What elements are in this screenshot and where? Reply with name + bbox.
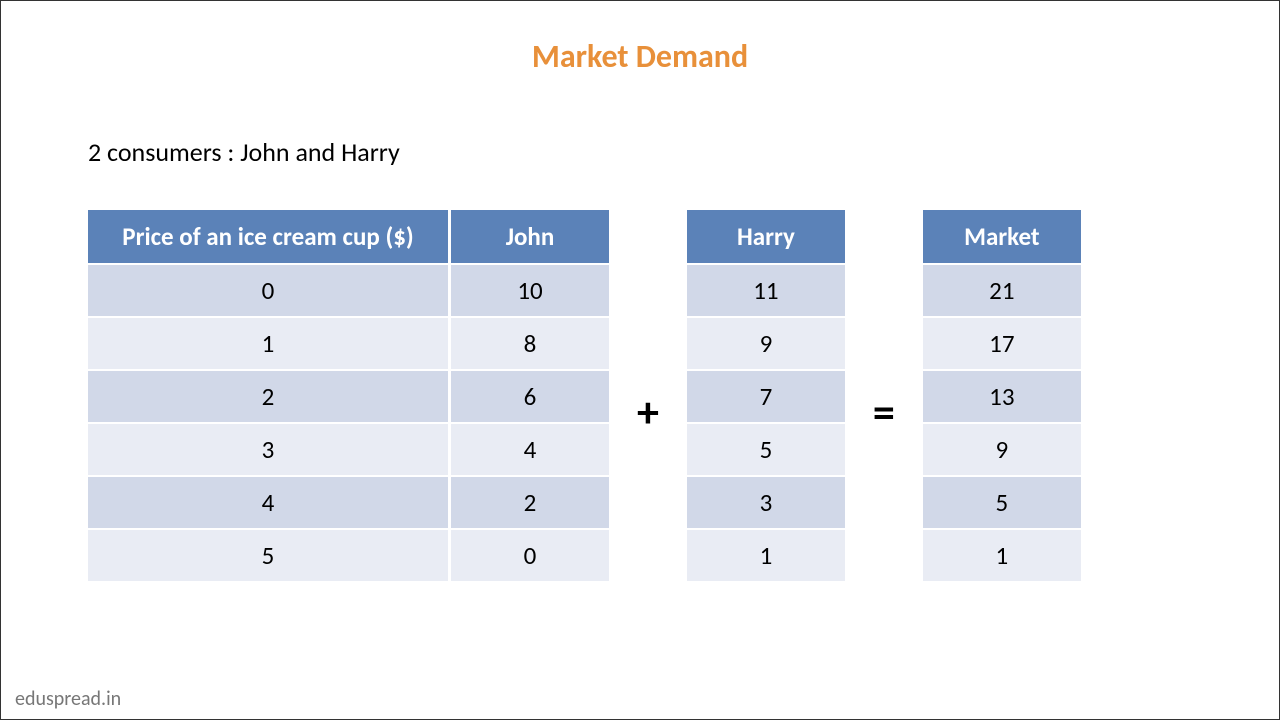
table-cell: 11 bbox=[687, 265, 845, 316]
slide-title: Market Demand bbox=[1, 1, 1279, 96]
table-cell: 17 bbox=[923, 318, 1081, 369]
table-cell: 10 bbox=[451, 265, 609, 316]
john-table: John 1086420 bbox=[451, 208, 609, 583]
equals-operator: = bbox=[845, 385, 923, 439]
table-cell: 1 bbox=[687, 530, 845, 581]
table-cell: 7 bbox=[687, 371, 845, 422]
john-header: John bbox=[451, 210, 609, 263]
table-cell: 3 bbox=[687, 477, 845, 528]
table-cell: 5 bbox=[88, 530, 448, 581]
table-cell: 13 bbox=[923, 371, 1081, 422]
table-cell: 6 bbox=[451, 371, 609, 422]
table-cell: 5 bbox=[687, 424, 845, 475]
table-cell: 2 bbox=[88, 371, 448, 422]
table-cell: 9 bbox=[687, 318, 845, 369]
table-cell: 0 bbox=[451, 530, 609, 581]
table-cell: 8 bbox=[451, 318, 609, 369]
price-table: Price of an ice cream cup ($) 012345 bbox=[88, 208, 448, 583]
table-cell: 5 bbox=[923, 477, 1081, 528]
slide-subtitle: 2 consumers : John and Harry bbox=[1, 96, 1279, 208]
tables-container: Price of an ice cream cup ($) 012345 Joh… bbox=[1, 208, 1279, 583]
market-header: Market bbox=[923, 210, 1081, 263]
price-john-table-group: Price of an ice cream cup ($) 012345 Joh… bbox=[88, 208, 609, 583]
table-cell: 1 bbox=[88, 318, 448, 369]
table-cell: 4 bbox=[88, 477, 448, 528]
price-header: Price of an ice cream cup ($) bbox=[88, 210, 448, 263]
table-cell: 3 bbox=[88, 424, 448, 475]
plus-operator: + bbox=[609, 385, 687, 439]
harry-header: Harry bbox=[687, 210, 845, 263]
table-cell: 21 bbox=[923, 265, 1081, 316]
table-cell: 0 bbox=[88, 265, 448, 316]
table-cell: 2 bbox=[451, 477, 609, 528]
market-table: Market 211713951 bbox=[923, 208, 1081, 583]
table-cell: 1 bbox=[923, 530, 1081, 581]
watermark: eduspread.in bbox=[15, 687, 121, 711]
harry-table: Harry 1197531 bbox=[687, 208, 845, 583]
table-cell: 4 bbox=[451, 424, 609, 475]
table-cell: 9 bbox=[923, 424, 1081, 475]
